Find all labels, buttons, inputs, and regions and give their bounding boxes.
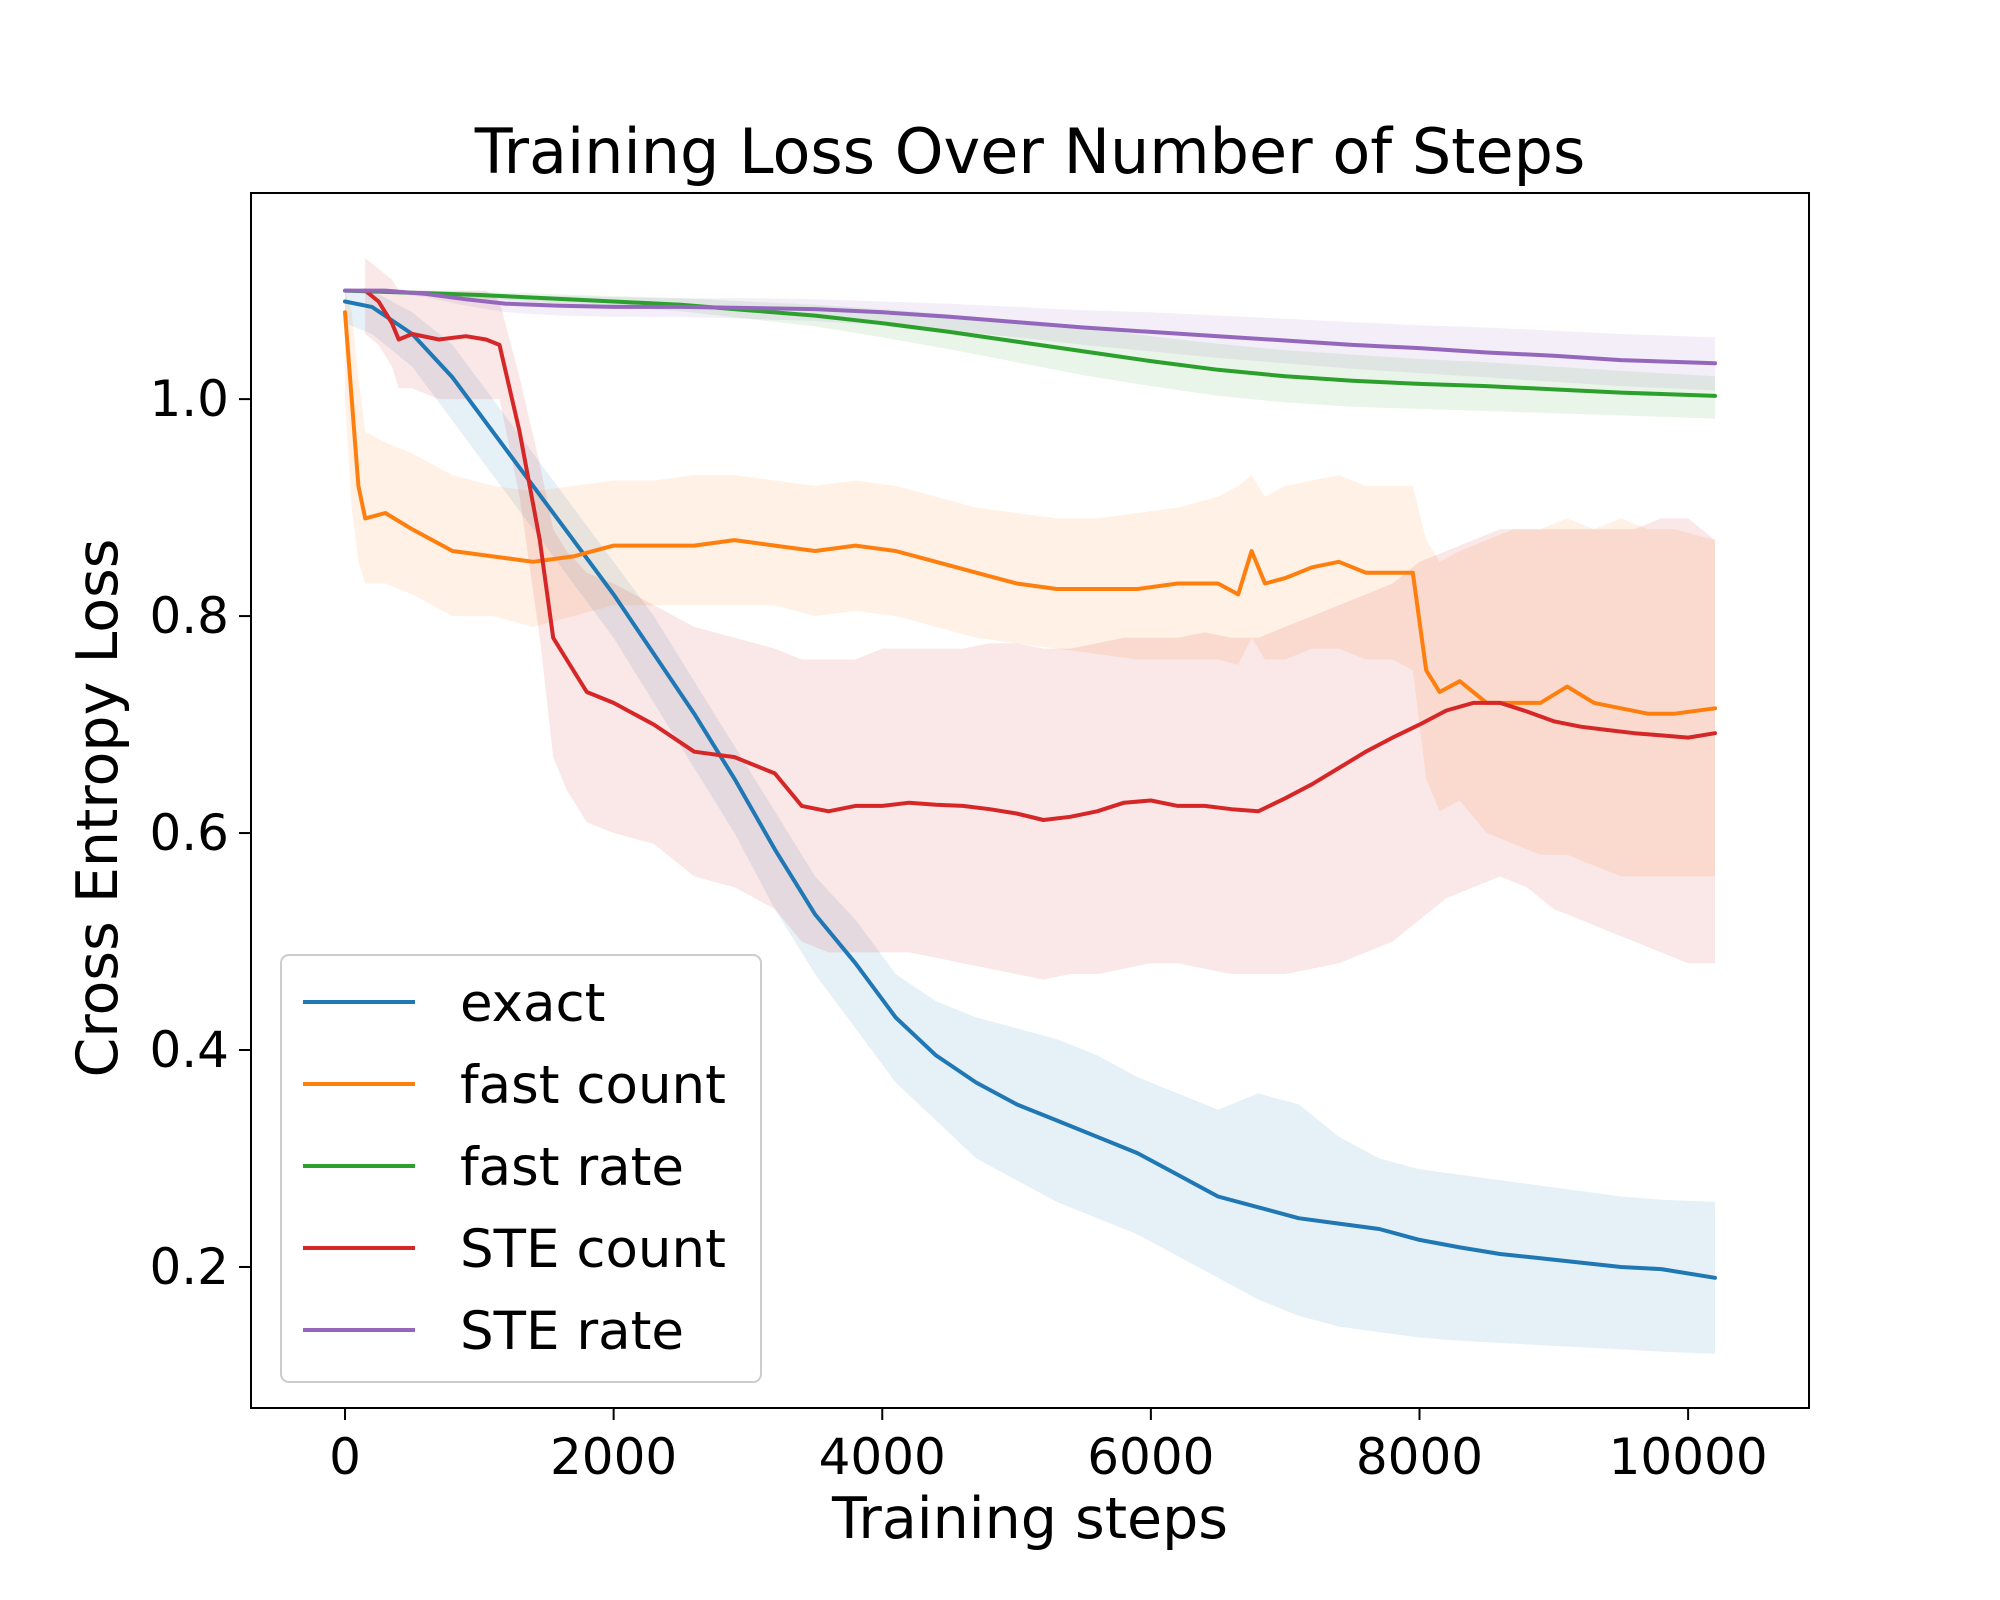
x-axis-label: Training steps xyxy=(831,1486,1228,1552)
x-tick-label: 10000 xyxy=(1609,1428,1768,1486)
ste-rate-line xyxy=(343,288,1717,366)
legend-label-fast-count: fast count xyxy=(460,1055,726,1116)
series-lines xyxy=(343,288,1717,1280)
exact-line xyxy=(343,299,1717,1280)
exact-band xyxy=(345,290,1715,1354)
ste-count-band xyxy=(365,258,1716,980)
legend-label-fast-rate: fast rate xyxy=(460,1137,684,1198)
plot-frame xyxy=(250,192,1810,1409)
legend-label-exact: exact xyxy=(460,973,605,1034)
y-axis-label: Cross Entropy Loss xyxy=(65,539,131,1078)
x-tick-label: 0 xyxy=(329,1428,361,1486)
fast-rate-line xyxy=(343,288,1717,398)
y-tick-label: 0.2 xyxy=(149,1238,229,1296)
legend-label-ste-rate: STE rate xyxy=(460,1301,684,1362)
y-tick-label: 0.6 xyxy=(149,804,229,862)
x-tick-label: 4000 xyxy=(819,1428,946,1486)
x-tick-label: 8000 xyxy=(1356,1428,1483,1486)
y-tick-label: 0.8 xyxy=(149,587,229,645)
y-tick-label: 0.4 xyxy=(149,1021,229,1079)
fast-rate-band xyxy=(345,290,1715,419)
ste-rate-band xyxy=(345,290,1715,391)
x-tick-label: 2000 xyxy=(550,1428,677,1486)
axis-ticks: 0 2000 4000 6000 8000 10000 0.2 0.4 0.6 0.8 1.0 xyxy=(149,370,1767,1486)
chart-title: Training Loss Over Number of Steps xyxy=(474,115,1586,188)
legend-box xyxy=(280,954,762,1383)
legend: exact fast count fast rate STE count STE rat… xyxy=(280,954,762,1383)
x-tick-label: 6000 xyxy=(1087,1428,1214,1486)
ste-count-line xyxy=(363,288,1717,822)
legend-label-ste-count: STE count xyxy=(460,1219,726,1280)
y-tick-label: 1.0 xyxy=(149,370,229,428)
